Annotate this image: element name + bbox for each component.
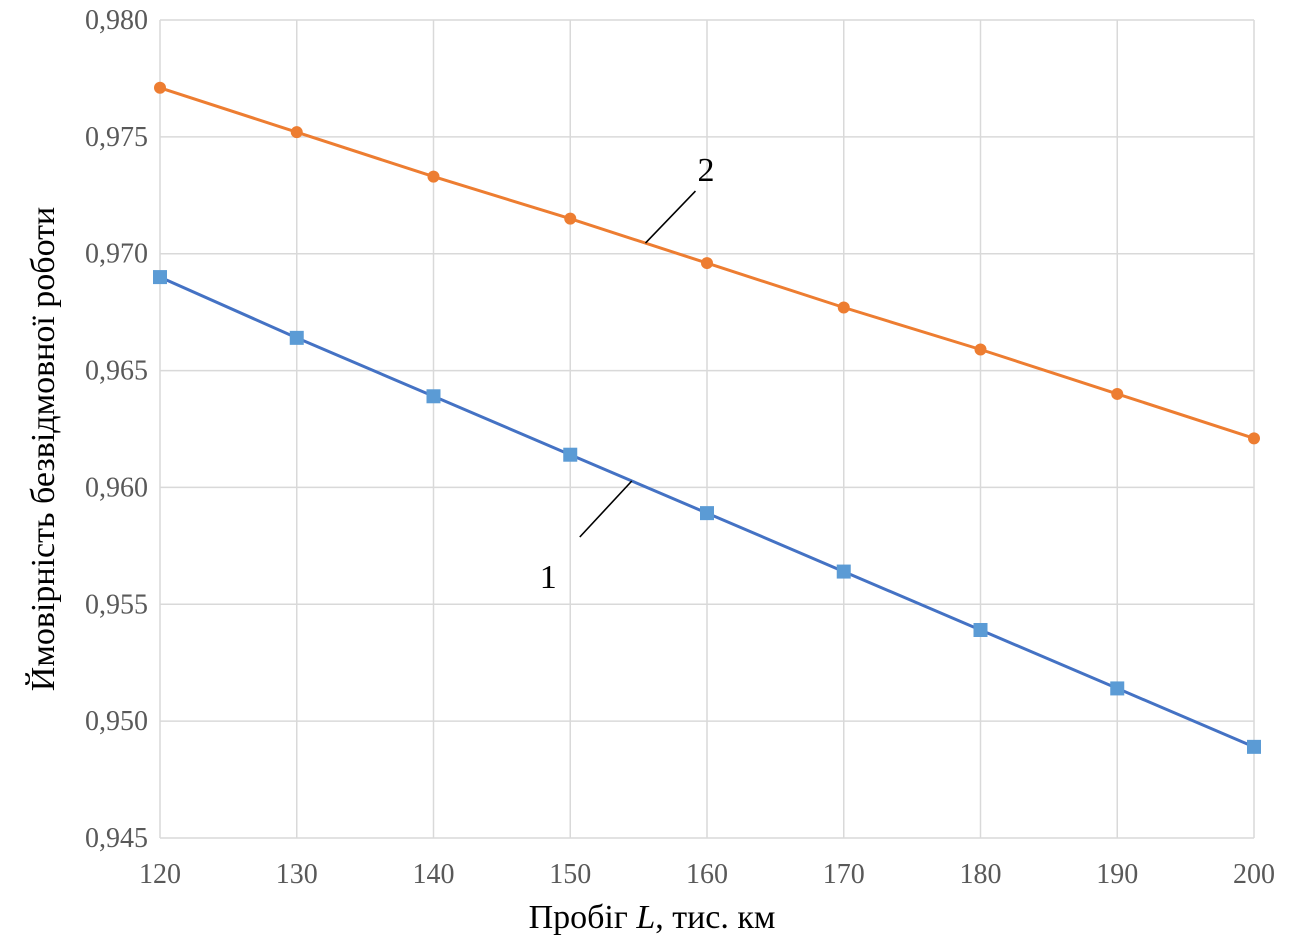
y-tick-label: 0,955: [85, 589, 148, 620]
series-1-point: [1110, 681, 1125, 696]
grid-layer: [159, 19, 1255, 839]
series-2-point: [1111, 387, 1124, 400]
series-1-point: [836, 564, 851, 579]
x-tick-label: 130: [276, 859, 318, 890]
series-1-point: [153, 270, 167, 285]
series-2-point: [837, 301, 850, 314]
series-layer: [153, 81, 1261, 754]
series-1-point: [426, 389, 441, 404]
x-tick-label: 160: [686, 859, 728, 890]
y-tick-label: 0,970: [85, 239, 148, 270]
series-2-label: 2: [697, 152, 714, 189]
x-tick-label: 200: [1233, 859, 1275, 890]
series-2-point: [564, 212, 577, 225]
x-tick-label: 180: [960, 859, 1002, 890]
x-tick-labels: 120 130 140 150 160 170 180 190 200: [139, 859, 1275, 890]
series-1-point: [289, 330, 304, 345]
y-tick-label: 0,950: [85, 706, 148, 737]
series-1-point: [1247, 739, 1261, 754]
series-2-leader-line: [644, 190, 697, 244]
x-tick-label: 140: [413, 859, 455, 890]
series-2-point: [427, 170, 440, 183]
y-tick-labels: 0,945 0,950 0,955 0,960 0,965 0,970 0,975 0,980: [85, 5, 148, 854]
series-1-point: [563, 447, 578, 462]
series-1-leader-line: [579, 480, 633, 538]
series-2-point: [1248, 432, 1260, 445]
y-tick-label: 0,965: [85, 356, 148, 387]
series-1-label: 1: [540, 559, 557, 596]
x-tick-label: 150: [549, 859, 591, 890]
series-2-point: [290, 126, 303, 139]
y-tick-label: 0,975: [85, 122, 148, 153]
x-tick-label: 120: [139, 859, 181, 890]
x-axis-title-variable: L: [635, 899, 655, 936]
y-axis-title: Ймовірність безвідмовної роботи: [25, 207, 62, 691]
x-tick-label: 170: [823, 859, 865, 890]
series-1-point: [700, 506, 714, 521]
series-2-point: [701, 257, 713, 270]
x-tick-label: 190: [1096, 859, 1138, 890]
y-tick-label: 0,980: [85, 5, 148, 36]
y-tick-label: 0,945: [85, 823, 148, 854]
series-annotations: 1 2: [540, 152, 715, 596]
x-axis-title-suffix: , тис. км: [655, 899, 775, 936]
series-2-point: [974, 343, 987, 356]
x-axis-title: Пробіг L, тис. км: [529, 899, 776, 936]
x-axis-title-prefix: Пробіг: [529, 899, 637, 936]
series-1-point: [973, 622, 988, 637]
series-2-point: [154, 81, 166, 94]
y-tick-label: 0,960: [85, 472, 148, 503]
